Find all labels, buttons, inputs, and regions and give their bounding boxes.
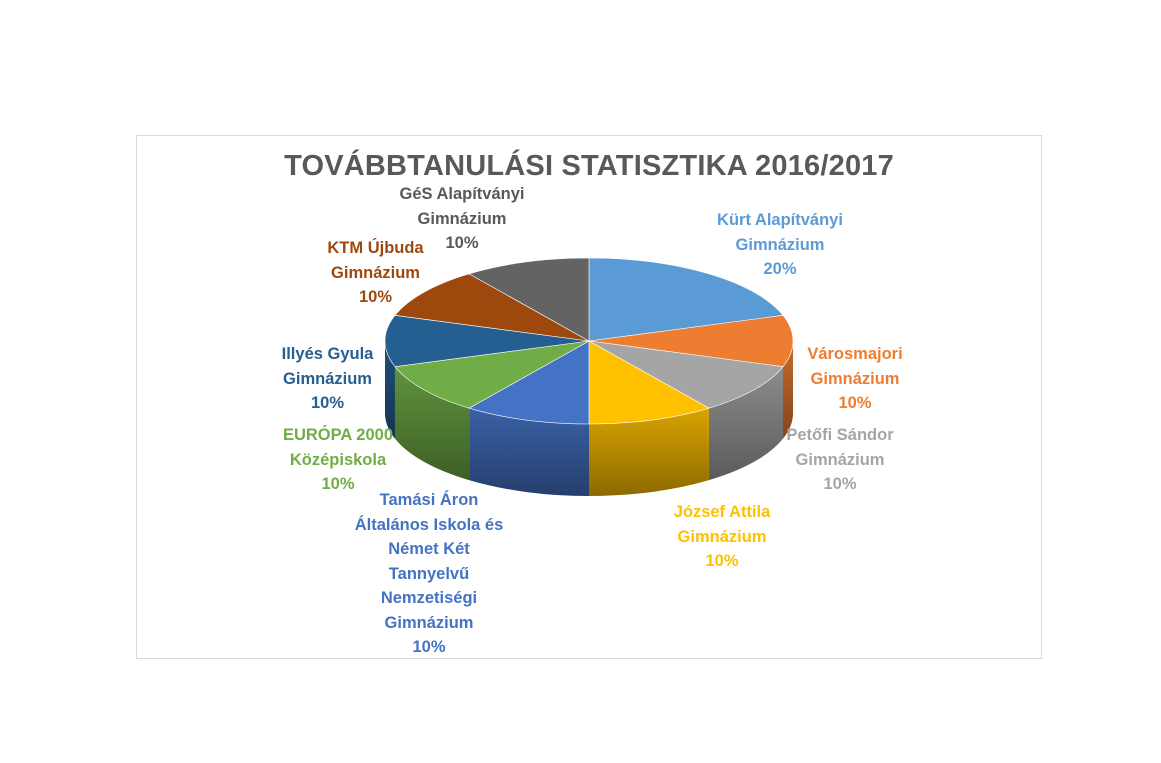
slice-label-jozsef: József Attila Gimnázium 10% xyxy=(673,503,771,570)
slice-5-top xyxy=(394,340,590,409)
slice-label-petofi: Petőfi Sándor Gimnázium 10% xyxy=(786,426,894,493)
slice-3-side-shade xyxy=(589,408,709,496)
slice-4-side-shade xyxy=(469,408,589,496)
slice-7-top xyxy=(394,273,590,342)
slice-label-ges: GéS Alapítványi Gimnázium 10% xyxy=(399,185,525,252)
slice-2-top xyxy=(588,340,784,409)
slice-2-side-shade xyxy=(708,366,784,481)
slice-label-tamasi: Tamási Áron Általános Iskola és Német Ké… xyxy=(354,491,504,656)
slice-8-top xyxy=(468,257,590,342)
chart-title: TOVÁBBTANULÁSI STATISZTIKA 2016/2017 xyxy=(284,150,894,182)
slice-6-top xyxy=(384,315,590,367)
slice-4-top xyxy=(468,340,590,425)
slice-label-kurt: Kürt Alapítványi Gimnázium 20% xyxy=(717,211,843,278)
slice-label-europa: EURÓPA 2000 Középiskola 10% xyxy=(282,426,394,493)
slice-1-side-shade xyxy=(783,341,793,439)
slice-label-varosmajori: Városmajori Gimnázium 10% xyxy=(807,345,903,412)
slice-5-side-shade xyxy=(394,366,470,481)
slice-0-top xyxy=(588,257,784,342)
slice-label-ktm: KTM Újbuda Gimnázium 10% xyxy=(327,239,424,306)
slice-label-illyes: Illyés Gyula Gimnázium 10% xyxy=(281,345,374,412)
slice-1-top xyxy=(588,315,794,367)
slice-6-side-shade xyxy=(385,341,395,439)
slice-3-top xyxy=(588,340,710,425)
